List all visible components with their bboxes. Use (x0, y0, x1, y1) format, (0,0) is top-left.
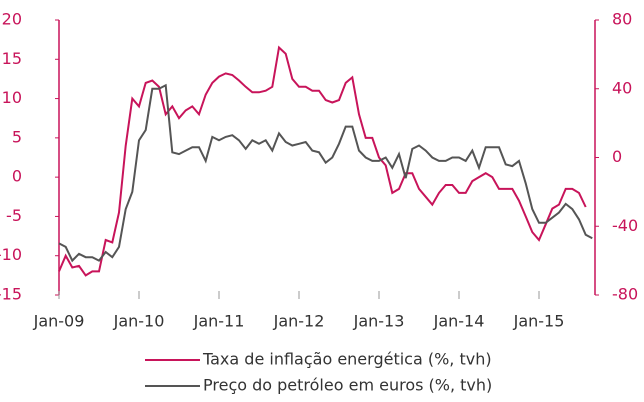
legend-label: Taxa de inflação energética (%, tvh) (202, 350, 492, 369)
legend-label: Preço do petróleo em euros (%, tvh) (203, 376, 492, 395)
y2-tick-label: 80 (612, 10, 632, 29)
series-line (58, 83, 593, 263)
x-tick-label: Jan-14 (433, 312, 485, 331)
y2-tick-label: -40 (612, 216, 638, 235)
x-tick-label: Jan-13 (353, 312, 405, 331)
y-tick-label: 0 (12, 167, 22, 186)
y-tick-label: 10 (2, 88, 22, 107)
y-tick-label: -5 (6, 206, 22, 225)
y-tick-label: 5 (12, 127, 22, 146)
y-tick-label: 20 (2, 10, 22, 29)
x-tick-label: Jan-09 (33, 312, 85, 331)
y-tick-label: -15 (0, 285, 22, 304)
y-tick-label: -10 (0, 245, 22, 264)
x-tick-label: Jan-11 (193, 312, 245, 331)
x-tick-label: Jan-10 (113, 312, 165, 331)
y-tick-label: 15 (2, 49, 22, 68)
x-tick-label: Jan-15 (513, 312, 565, 331)
series-line (58, 45, 587, 277)
y2-tick-label: 0 (612, 147, 622, 166)
y2-tick-label: 40 (612, 78, 632, 97)
x-tick-label: Jan-12 (273, 312, 325, 331)
y2-tick-label: -80 (612, 285, 638, 304)
